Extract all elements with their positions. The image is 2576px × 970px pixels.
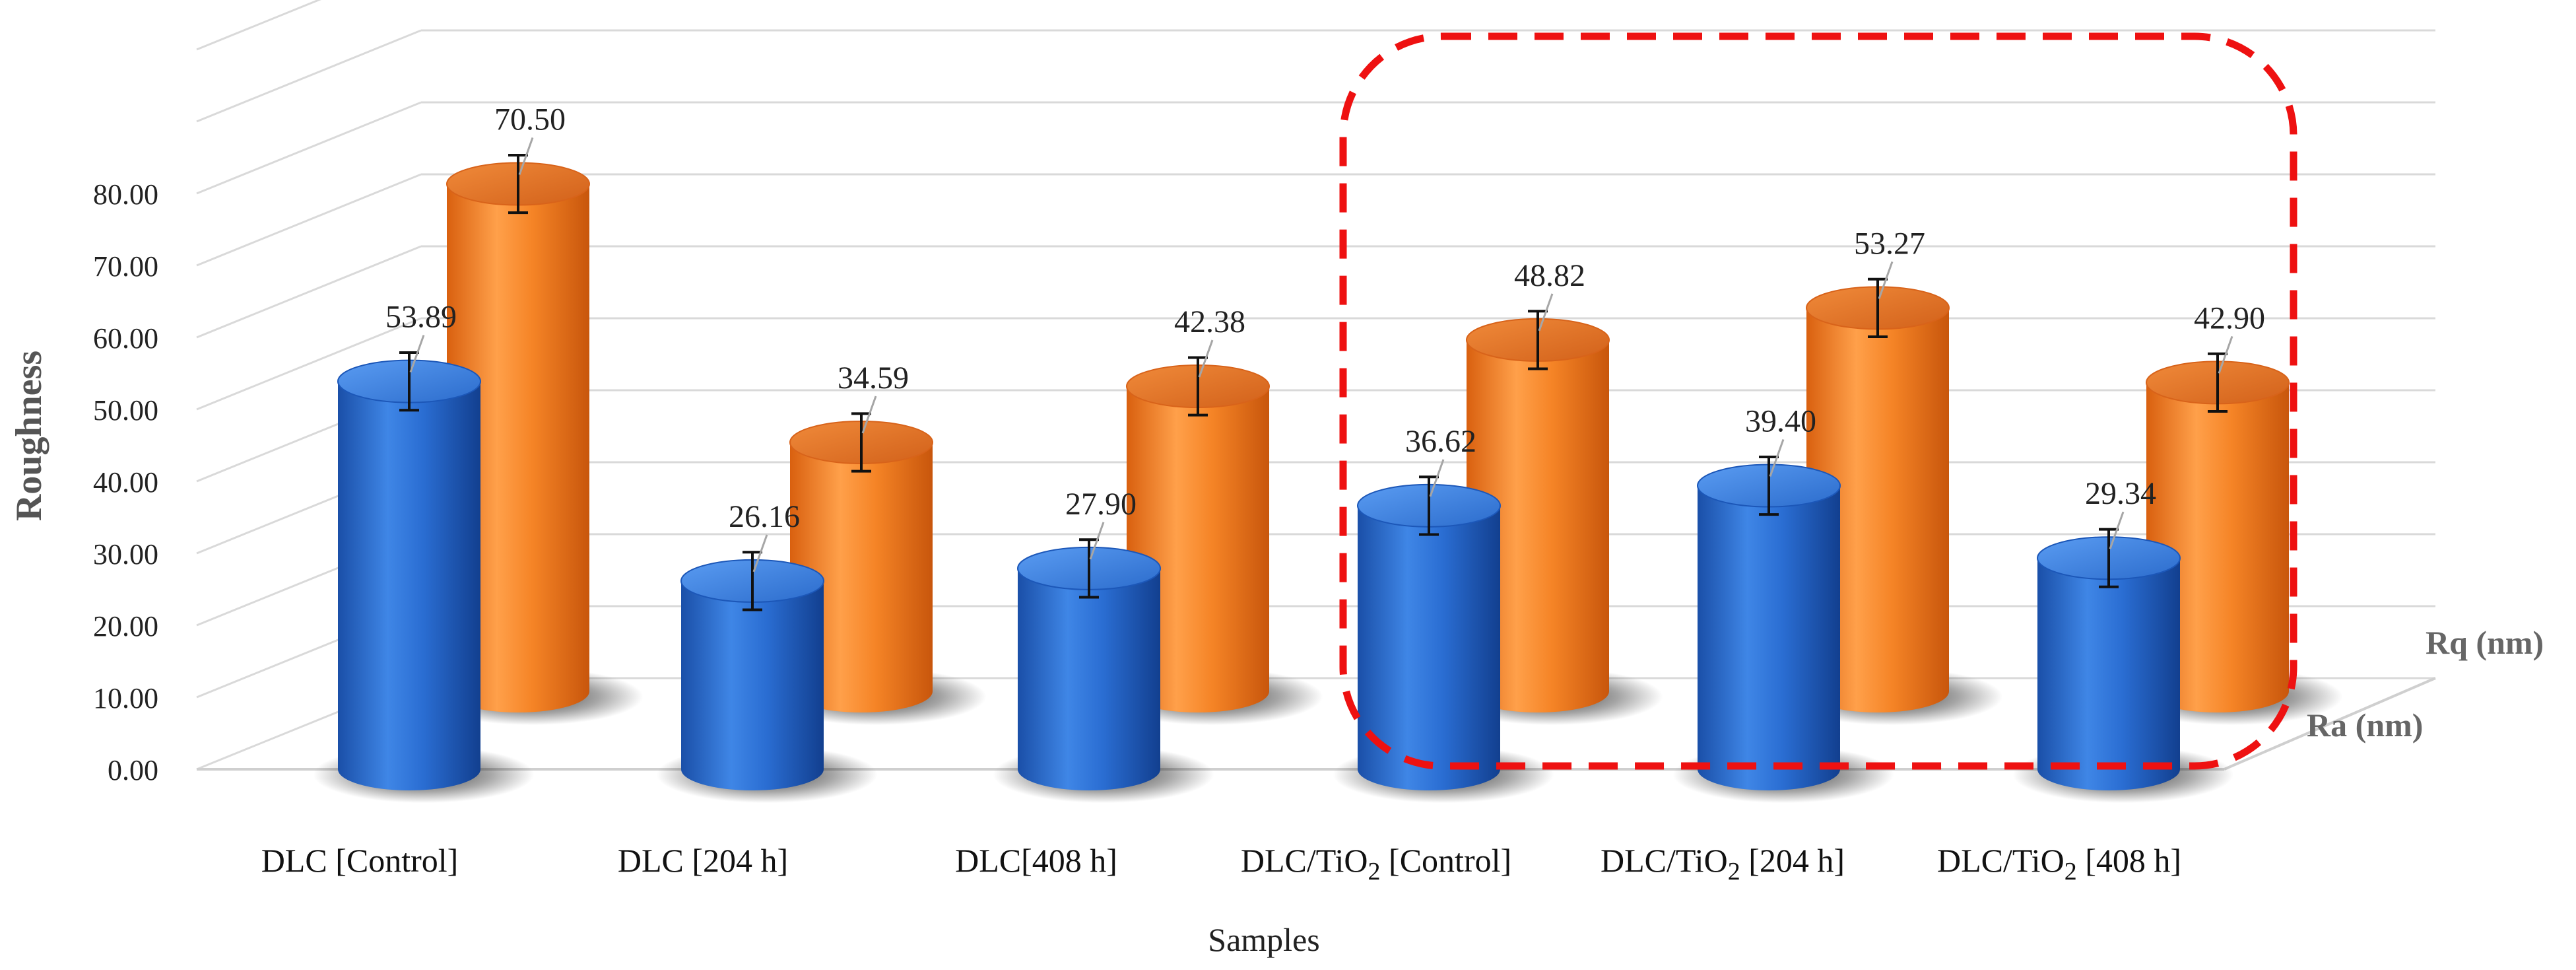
label-leader	[1538, 293, 1554, 331]
gridline	[196, 245, 2435, 339]
y-tick-label: 50.00	[93, 394, 158, 427]
error-bar	[851, 412, 871, 473]
legend: Ra (nm) Rq (nm)	[2307, 624, 2544, 744]
y-tick-label: 60.00	[93, 322, 158, 355]
label-leader	[861, 396, 877, 434]
label-leader	[409, 335, 425, 373]
data-label-rq: 42.38	[1174, 304, 1245, 339]
error-bar	[2208, 352, 2228, 413]
y-axis-title: Roughness	[9, 351, 50, 521]
error-bar	[1079, 538, 1099, 599]
x-category-label: DLC[408 h]	[955, 842, 1117, 879]
bar-ra	[1672, 455, 1894, 804]
legend-ra: Ra (nm)	[2307, 707, 2423, 744]
error-bar	[1868, 277, 1888, 338]
y-tick-label: 0.00	[108, 754, 158, 786]
bar-ra	[656, 551, 878, 804]
data-labels: 70.50 34.59 42.38 48.82 53.27 42.90 53.89 26.16…	[385, 102, 2265, 572]
label-leader	[752, 534, 768, 572]
data-label-rq: 70.50	[494, 102, 566, 137]
error-bar	[1759, 455, 1779, 516]
highlight-dashed-box	[1339, 32, 2297, 770]
x-category-label: DLC/TiO2 [408 h]	[1937, 842, 2181, 885]
y-tick-label: 70.00	[93, 250, 158, 283]
y-tick-label: 40.00	[93, 466, 158, 499]
x-category-label: DLC [Control]	[261, 842, 459, 879]
y-tick-label: 20.00	[93, 610, 158, 642]
data-label-ra: 27.90	[1065, 487, 1137, 522]
gridline	[196, 29, 2435, 123]
data-label-ra: 29.34	[2085, 476, 2156, 511]
data-label-ra: 36.62	[1405, 424, 1476, 459]
label-leader	[1878, 261, 1894, 299]
y-tick-label: 10.00	[93, 682, 158, 714]
y-tick-label: 30.00	[93, 538, 158, 571]
bar-rq	[1102, 356, 1323, 726]
error-bar	[743, 551, 762, 611]
data-label-rq: 53.27	[1854, 226, 1925, 261]
bar-ra	[313, 351, 535, 804]
bar-ra	[2012, 528, 2234, 804]
gridline	[196, 0, 321, 51]
error-bar	[399, 351, 419, 412]
gridline	[196, 317, 2435, 411]
legend-rq: Rq (nm)	[2426, 624, 2544, 661]
y-tick-label: 80.00	[93, 178, 158, 211]
x-axis-title: Samples	[1208, 921, 1319, 958]
label-leader	[1429, 459, 1445, 497]
data-label-rq: 42.90	[2194, 300, 2265, 335]
bar-ra	[1333, 475, 1554, 804]
gridline	[196, 173, 2435, 267]
x-category-label: DLC/TiO2 [204 h]	[1601, 842, 1845, 885]
gridline	[196, 101, 2435, 195]
x-category-label: DLC [204 h]	[618, 842, 788, 879]
bars	[313, 153, 2343, 804]
error-bar	[508, 153, 528, 215]
label-leader	[2218, 335, 2233, 374]
data-label-ra: 26.16	[729, 499, 800, 534]
data-label-rq: 48.82	[1514, 258, 1585, 293]
label-leader	[1198, 339, 1214, 378]
error-bar	[1528, 310, 1548, 370]
data-label-ra: 39.40	[1745, 404, 1816, 439]
label-leader	[2109, 511, 2125, 549]
label-leader	[1089, 522, 1105, 560]
bar-ra	[993, 538, 1214, 804]
error-bar	[2099, 528, 2119, 588]
y-axis-ticks: 0.00 10.00 20.00 30.00 40.00 50.00 60.00 70.00 8…	[93, 178, 158, 786]
x-axis-categories: DLC [Control] DLC [204 h] DLC[408 h] DLC/Ti…	[261, 842, 2181, 885]
x-category-label: DLC/TiO2 [Control]	[1241, 842, 1511, 885]
data-label-rq: 34.59	[838, 361, 909, 396]
data-label-ra: 53.89	[385, 300, 457, 335]
label-leader	[518, 137, 534, 176]
error-bar	[1419, 475, 1439, 536]
error-bar	[1188, 356, 1208, 417]
label-leader	[1769, 439, 1785, 477]
floor-right-edge	[2224, 677, 2436, 771]
